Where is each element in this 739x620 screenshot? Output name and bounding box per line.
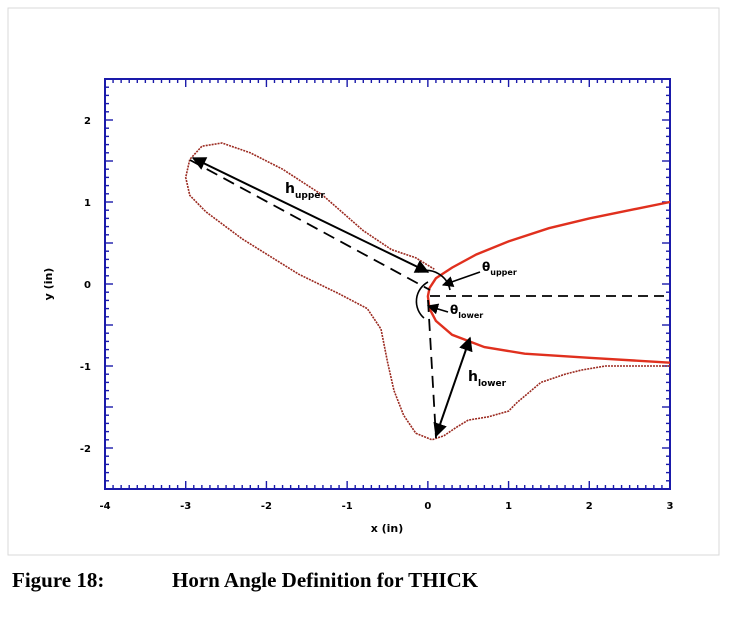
figure-caption: Figure 18: Horn Angle Definition for THIC… [12, 568, 478, 593]
x-tick-label: 3 [667, 501, 674, 512]
x-tick-label: -4 [99, 501, 110, 512]
theta-upper-pointer [441, 271, 481, 287]
y-tick-label: 0 [84, 280, 91, 291]
y-tick-label: 2 [84, 116, 91, 127]
theta-lower-pointer [426, 303, 449, 315]
x-tick-label: -1 [342, 501, 353, 512]
x-tick-label: -3 [180, 501, 191, 512]
figure-border [7, 7, 720, 556]
theta-lower-arc [415, 281, 429, 319]
horn-annotations: hupper hlower θupper θlower [189, 157, 670, 439]
y-axis-label: y (in) [42, 268, 55, 301]
axis-ticks [104, 78, 671, 490]
h-lower-arrow [433, 336, 473, 438]
h-upper-arrow [191, 157, 430, 273]
figure-title: Horn Angle Definition for THICK [172, 568, 479, 592]
y-tick-label: -2 [80, 444, 91, 455]
figure-number: Figure 18: [12, 568, 105, 592]
x-tick-label: 0 [424, 501, 431, 512]
x-axis-label: x (in) [371, 522, 404, 535]
theta-lower-label: θlower [450, 303, 483, 320]
y-tick-label: 1 [84, 198, 91, 209]
x-tick-label: 1 [505, 501, 512, 512]
clean-airfoil-contour [426, 200, 671, 364]
x-tick-label: 2 [586, 501, 593, 512]
axis-tick-labels: -4 -3 -2 -1 0 1 2 3 2 1 0 -1 -2 [80, 116, 674, 512]
theta-upper-label: θupper [482, 260, 517, 277]
h-upper-label: hupper [285, 181, 325, 201]
x-tick-label: -2 [261, 501, 272, 512]
y-tick-label: -1 [80, 362, 91, 373]
h-lower-label: hlower [468, 369, 507, 389]
